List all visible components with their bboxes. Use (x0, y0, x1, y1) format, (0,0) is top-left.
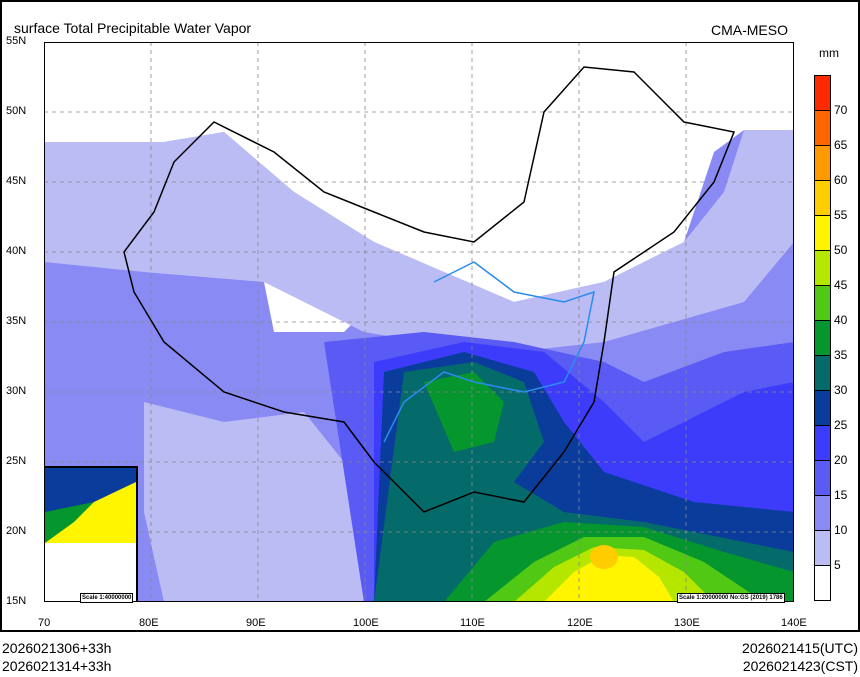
colorbar-label: 40 (834, 313, 848, 327)
figure-frame (0, 0, 860, 632)
colorbar-bin (815, 76, 830, 110)
colorbar-unit: mm (819, 46, 839, 60)
lat-label: 15N (6, 595, 27, 607)
colorbar-label: 35 (834, 348, 848, 362)
valid-time-cst: 2026021423(CST) (742, 658, 858, 674)
colorbar-bin (815, 110, 830, 145)
colorbar-bin (815, 145, 830, 180)
colorbar-label: 25 (834, 418, 848, 432)
lat-label: 55N (6, 35, 27, 47)
inset-field-blue (45, 468, 136, 512)
colorbar-label: 45 (834, 278, 848, 292)
lon-label: 110E (460, 617, 485, 629)
colorbar-label: 15 (834, 488, 848, 502)
field-5-10-south (144, 402, 364, 602)
lat-label: 35N (6, 315, 27, 327)
colorbar-bin (815, 215, 830, 250)
field-5-10 (44, 130, 794, 352)
lat-label: 45N (6, 175, 27, 187)
colorbar-label: 65 (834, 138, 848, 152)
colorbar-bin (815, 355, 830, 390)
field-50-55 (544, 555, 674, 602)
colorbar-bin (815, 250, 830, 285)
lat-label: 50N (6, 105, 27, 117)
map-title: surface Total Precipitable Water Vapor (14, 20, 252, 36)
colorbar-bin (815, 565, 830, 600)
colorbar-bin (815, 285, 830, 320)
lat-label: 30N (6, 385, 27, 397)
colorbar-label: 20 (834, 453, 848, 467)
lon-label: 80E (139, 617, 159, 629)
colorbar (814, 75, 831, 601)
colorbar-bin (815, 180, 830, 215)
init-time-utc: 2026021306+33h (2, 640, 112, 656)
colorbar-bin (815, 530, 830, 565)
lon-label: 70 (38, 617, 51, 629)
init-time-cst: 2026021314+33h (2, 658, 112, 674)
lat-label: 40N (6, 245, 27, 257)
field-55-60 (590, 545, 618, 569)
colorbar-label: 60 (834, 173, 848, 187)
lon-label: 130E (674, 617, 700, 629)
colorbar-bin (815, 320, 830, 355)
colorbar-label: 30 (834, 383, 848, 397)
colorbar-bin (815, 460, 830, 495)
colorbar-label: 70 (834, 103, 848, 117)
colorbar-bin (815, 390, 830, 425)
valid-time-utc: 2026021415(UTC) (742, 640, 858, 656)
lon-label: 140E (781, 617, 807, 629)
river-lines (383, 261, 595, 443)
gridlines (44, 42, 794, 602)
model-source: CMA-MESO (711, 22, 788, 38)
colorbar-label: 55 (834, 208, 848, 222)
lon-label: 100E (353, 617, 379, 629)
lat-label: 25N (6, 455, 27, 467)
country-border (123, 66, 736, 513)
precipitable-water-map (44, 42, 794, 602)
lat-label: 20N (6, 525, 27, 537)
lon-label: 120E (567, 617, 593, 629)
lon-label: 90E (246, 617, 266, 629)
colorbar-bin (815, 495, 830, 530)
colorbar-label: 50 (834, 243, 848, 257)
field-0-5-north (44, 42, 794, 302)
inset-scale-label: Scale 1:40000000 (80, 593, 134, 603)
colorbar-label: 10 (834, 523, 848, 537)
map-scale-label: Scale 1:20000000 No:GS (2019) 1786 (677, 593, 785, 603)
colorbar-bin (815, 425, 830, 460)
colorbar-label: 5 (834, 558, 841, 572)
